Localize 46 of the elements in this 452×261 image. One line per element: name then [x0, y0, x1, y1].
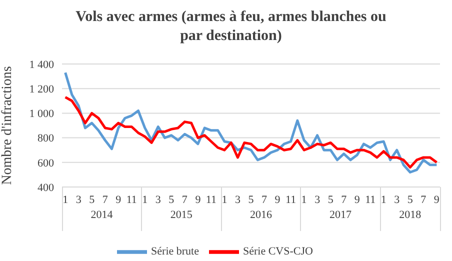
- text: 2015: [169, 209, 194, 221]
- x-tick-label: 5: [328, 194, 334, 206]
- x-tick-label: 1: [380, 194, 386, 206]
- y-tick-label: 1 200: [29, 84, 54, 96]
- x-tick-label: 9: [434, 194, 440, 206]
- x-tick-label: 5: [407, 194, 414, 206]
- x-tick-label: 1: [142, 194, 148, 206]
- text: 2017: [328, 209, 353, 221]
- x-tick-label: 3: [314, 194, 321, 206]
- x-tick-label: 5: [248, 194, 254, 206]
- y-axis-title: Nombre d'infractions: [0, 66, 15, 185]
- line-series: [64, 96, 438, 169]
- x-tick-label: 5: [168, 194, 175, 206]
- x-tick-label: 9: [195, 194, 202, 206]
- x-tick-label: 7: [262, 194, 268, 206]
- legend-label: Série brute: [151, 246, 199, 258]
- x-tick-label: 3: [155, 194, 162, 206]
- x-tick-label: 3: [394, 194, 400, 206]
- x-tick-label: 11: [285, 194, 296, 206]
- text: 2016: [248, 209, 273, 221]
- x-tick-label: 9: [354, 194, 360, 206]
- y-tick-label: 600: [38, 157, 54, 170]
- y-tick-label: 1 400: [29, 58, 54, 71]
- x-tick-label: 3: [234, 194, 241, 206]
- x-tick-label: 11: [126, 194, 137, 206]
- x-tick-label: 9: [116, 194, 122, 206]
- x-tick-label: 11: [206, 194, 217, 206]
- x-tick-label: 7: [102, 194, 108, 206]
- y-tick-label: 1 000: [29, 108, 54, 120]
- x-tick-label: 7: [420, 194, 427, 206]
- x-tick-label: 1: [222, 194, 228, 206]
- y-tick-label: 400: [38, 182, 54, 194]
- chart-title: Vols avec armes (armes à feu, armes blanches ou par destination): [74, 8, 388, 46]
- line-series: [64, 71, 438, 174]
- text: 2018: [398, 209, 422, 221]
- text: 2014: [90, 209, 114, 221]
- x-tick-label: 9: [274, 194, 281, 206]
- legend-label: Série CVS-CJO: [242, 246, 313, 258]
- x-tick-label: 7: [182, 194, 188, 206]
- y-tick-label: 800: [38, 132, 54, 145]
- x-tick-label: 1: [62, 194, 68, 206]
- x-tick-label: 1: [301, 194, 307, 206]
- x-tick-label: 7: [341, 194, 348, 206]
- x-tick-label: 11: [365, 194, 376, 206]
- x-tick-label: 3: [76, 194, 82, 206]
- x-tick-label: 5: [89, 194, 96, 206]
